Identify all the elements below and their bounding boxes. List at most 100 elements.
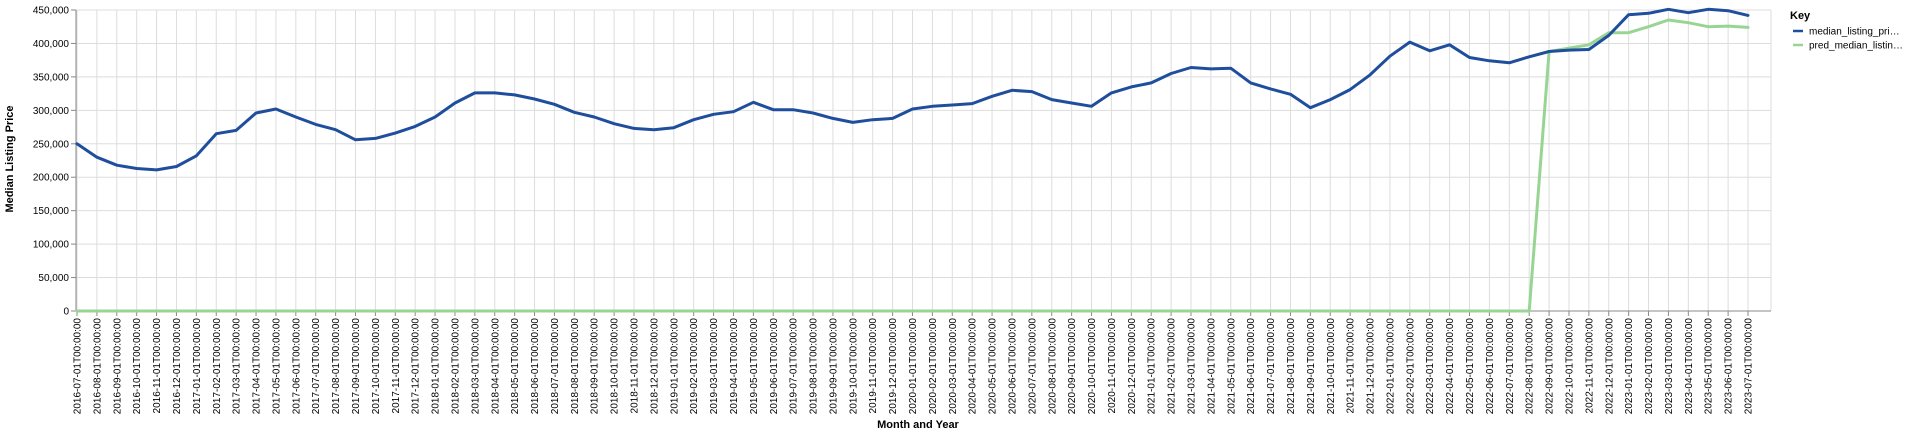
x-tick-label: 2017-03-01T00:00:00: [232, 318, 243, 415]
x-tick-label: 2021-01-01T00:00:00: [1147, 318, 1158, 415]
x-tick-label: 2022-12-01T00:00:00: [1604, 318, 1615, 415]
x-tick-label: 2016-11-01T00:00:00: [152, 318, 163, 414]
x-tick-label: 2019-08-01T00:00:00: [809, 318, 820, 415]
x-tick-label: 2019-12-01T00:00:00: [888, 318, 899, 415]
x-tick-label: 2018-05-01T00:00:00: [510, 318, 521, 415]
x-tick-label: 2018-12-01T00:00:00: [649, 318, 660, 415]
x-tick-label: 2022-02-01T00:00:00: [1405, 318, 1416, 415]
x-tick-label: 2019-02-01T00:00:00: [689, 318, 700, 415]
x-tick-label: 2021-12-01T00:00:00: [1366, 318, 1377, 415]
x-tick-label: 2022-05-01T00:00:00: [1465, 318, 1476, 415]
x-tick-label: 2017-11-01T00:00:00: [391, 318, 402, 414]
x-tick-label: 2021-10-01T00:00:00: [1326, 318, 1337, 415]
x-tick-label: 2018-01-01T00:00:00: [431, 318, 442, 415]
x-tick-label: 2023-02-01T00:00:00: [1644, 318, 1655, 415]
x-tick-label: 2018-09-01T00:00:00: [590, 318, 601, 415]
y-tick-label: 250,000: [33, 139, 70, 150]
x-tick-label: 2018-10-01T00:00:00: [610, 318, 621, 415]
legend-title: Key: [1790, 10, 1811, 22]
x-tick-label: 2021-06-01T00:00:00: [1246, 318, 1257, 415]
x-tick-label: 2021-03-01T00:00:00: [1187, 318, 1198, 415]
x-tick-label: 2023-06-01T00:00:00: [1724, 318, 1735, 415]
x-tick-label: 2018-07-01T00:00:00: [550, 318, 561, 415]
x-tick-label: 2018-11-01T00:00:00: [630, 318, 641, 414]
x-tick-label: 2020-12-01T00:00:00: [1127, 318, 1138, 415]
x-tick-label: 2019-06-01T00:00:00: [769, 318, 780, 415]
x-tick-label: 2019-11-01T00:00:00: [868, 318, 879, 414]
x-tick-label: 2019-07-01T00:00:00: [789, 318, 800, 415]
x-tick-label: 2019-05-01T00:00:00: [749, 318, 760, 415]
x-axis-title: Month and Year: [877, 419, 959, 431]
y-tick-label: 50,000: [38, 273, 69, 284]
y-axis-title: Median Listing Price: [4, 106, 16, 213]
x-tick-label: 2023-03-01T00:00:00: [1664, 318, 1675, 415]
x-tick-label: 2023-01-01T00:00:00: [1624, 318, 1635, 415]
y-tick-label: 200,000: [33, 173, 70, 184]
y-tick-label: 150,000: [33, 206, 70, 217]
x-tick-label: 2022-03-01T00:00:00: [1425, 318, 1436, 415]
x-tick-label: 2017-07-01T00:00:00: [311, 318, 322, 415]
x-tick-label: 2018-08-01T00:00:00: [570, 318, 581, 415]
x-tick-label: 2017-02-01T00:00:00: [212, 318, 223, 415]
x-tick-label: 2022-06-01T00:00:00: [1485, 318, 1496, 415]
x-tick-label: 2021-07-01T00:00:00: [1266, 318, 1277, 415]
x-tick-label: 2022-04-01T00:00:00: [1445, 318, 1456, 415]
x-tick-label: 2022-08-01T00:00:00: [1525, 318, 1536, 415]
x-tick-label: 2020-07-01T00:00:00: [1027, 318, 1038, 415]
y-tick-label: 100,000: [33, 240, 70, 251]
x-tick-label: 2020-06-01T00:00:00: [1007, 318, 1018, 415]
x-tick-label: 2019-03-01T00:00:00: [709, 318, 720, 415]
x-tick-label: 2022-01-01T00:00:00: [1385, 318, 1396, 415]
x-tick-label: 2018-03-01T00:00:00: [470, 318, 481, 415]
x-tick-label: 2021-11-01T00:00:00: [1346, 318, 1357, 414]
x-tick-label: 2018-04-01T00:00:00: [490, 318, 501, 415]
axes: 0 50,000 100,000 150,000 200,000 250,000 300,0…: [33, 6, 1771, 415]
x-tick-label: 2020-02-01T00:00:00: [928, 318, 939, 415]
x-tick-label: 2022-11-01T00:00:00: [1584, 318, 1595, 414]
x-tick-label: 2020-10-01T00:00:00: [1087, 318, 1098, 415]
x-tick-label: 2017-08-01T00:00:00: [331, 318, 342, 415]
x-tick-label: 2023-07-01T00:00:00: [1744, 318, 1755, 415]
x-tick-label: 2020-04-01T00:00:00: [968, 318, 979, 415]
x-tick-label: 2022-07-01T00:00:00: [1505, 318, 1516, 415]
x-tick-label: 2020-11-01T00:00:00: [1107, 318, 1118, 414]
x-tick-label: 2023-04-01T00:00:00: [1684, 318, 1695, 415]
series-line-pred-median-listin: [75, 18, 1750, 313]
legend-items: median_listing_pri… pred_median_listin…: [1793, 27, 1903, 52]
series-lines: [75, 7, 1750, 313]
x-tick-label: 2019-09-01T00:00:00: [828, 318, 839, 415]
x-tick-label: 2021-09-01T00:00:00: [1306, 318, 1317, 415]
x-tick-label: 2019-04-01T00:00:00: [729, 318, 740, 415]
x-tick-label: 2023-05-01T00:00:00: [1704, 318, 1715, 415]
x-tick-label: 2022-10-01T00:00:00: [1564, 318, 1575, 415]
x-tick-label: 2018-06-01T00:00:00: [530, 318, 541, 415]
x-tick-label: 2020-03-01T00:00:00: [948, 318, 959, 415]
y-tick-label: 350,000: [33, 72, 70, 83]
legend-label: median_listing_pri…: [1809, 27, 1900, 38]
x-tick-label: 2018-02-01T00:00:00: [450, 318, 461, 415]
x-tick-label: 2016-08-01T00:00:00: [92, 318, 103, 415]
x-tick-label: 2017-01-01T00:00:00: [192, 318, 203, 415]
x-tick-label: 2021-05-01T00:00:00: [1226, 318, 1237, 415]
legend: Key median_listing_pri… pred_median_listi…: [1790, 10, 1903, 52]
x-tick-label: 2016-09-01T00:00:00: [112, 318, 123, 415]
x-tick-label: 2022-09-01T00:00:00: [1545, 318, 1556, 415]
x-tick-label: 2020-09-01T00:00:00: [1067, 318, 1078, 415]
x-tick-label: 2021-04-01T00:00:00: [1206, 318, 1217, 415]
legend-label: pred_median_listin…: [1809, 41, 1903, 52]
y-tick-label: 0: [63, 307, 69, 318]
x-tick-label: 2021-02-01T00:00:00: [1167, 318, 1178, 415]
x-tick-label: 2019-01-01T00:00:00: [669, 318, 680, 415]
y-tick-label: 450,000: [33, 6, 70, 17]
x-tick-label: 2020-05-01T00:00:00: [988, 318, 999, 415]
gridlines: [76, 9, 1772, 312]
x-tick-label: 2017-12-01T00:00:00: [411, 318, 422, 415]
series-line-median-listing-pri: [75, 7, 1750, 172]
x-tick-label: 2017-06-01T00:00:00: [291, 318, 302, 415]
x-tick-label: 2017-04-01T00:00:00: [252, 318, 263, 415]
x-tick-label: 2021-08-01T00:00:00: [1286, 318, 1297, 415]
x-tick-label: 2017-10-01T00:00:00: [371, 318, 382, 415]
y-tick-label: 300,000: [33, 106, 70, 117]
x-tick-label: 2017-09-01T00:00:00: [351, 318, 362, 415]
